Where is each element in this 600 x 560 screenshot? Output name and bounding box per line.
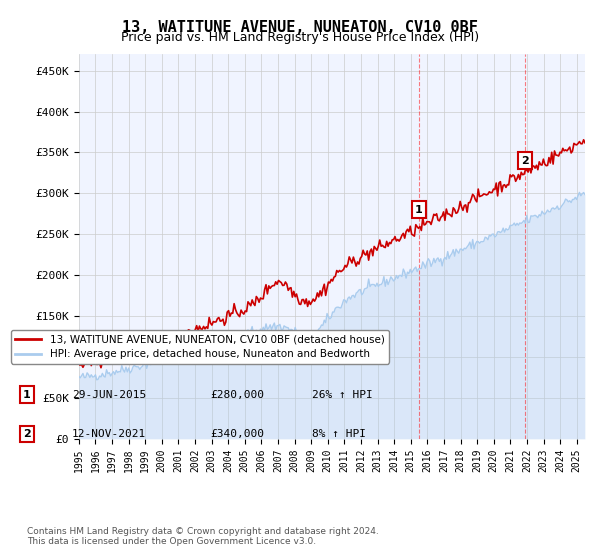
Text: £340,000: £340,000 xyxy=(210,429,264,439)
Text: 2: 2 xyxy=(23,429,31,439)
Text: 8% ↑ HPI: 8% ↑ HPI xyxy=(312,429,366,439)
Text: 26% ↑ HPI: 26% ↑ HPI xyxy=(312,390,373,400)
Text: 29-JUN-2015: 29-JUN-2015 xyxy=(72,390,146,400)
Text: 13, WATITUNE AVENUE, NUNEATON, CV10 0BF: 13, WATITUNE AVENUE, NUNEATON, CV10 0BF xyxy=(122,20,478,35)
Text: 1: 1 xyxy=(415,205,423,214)
Text: 12-NOV-2021: 12-NOV-2021 xyxy=(72,429,146,439)
Text: £280,000: £280,000 xyxy=(210,390,264,400)
Text: 1: 1 xyxy=(23,390,31,400)
Text: 2: 2 xyxy=(521,156,529,166)
Legend: 13, WATITUNE AVENUE, NUNEATON, CV10 0BF (detached house), HPI: Average price, de: 13, WATITUNE AVENUE, NUNEATON, CV10 0BF … xyxy=(11,330,389,363)
Text: Contains HM Land Registry data © Crown copyright and database right 2024.
This d: Contains HM Land Registry data © Crown c… xyxy=(27,526,379,546)
Text: Price paid vs. HM Land Registry's House Price Index (HPI): Price paid vs. HM Land Registry's House … xyxy=(121,31,479,44)
